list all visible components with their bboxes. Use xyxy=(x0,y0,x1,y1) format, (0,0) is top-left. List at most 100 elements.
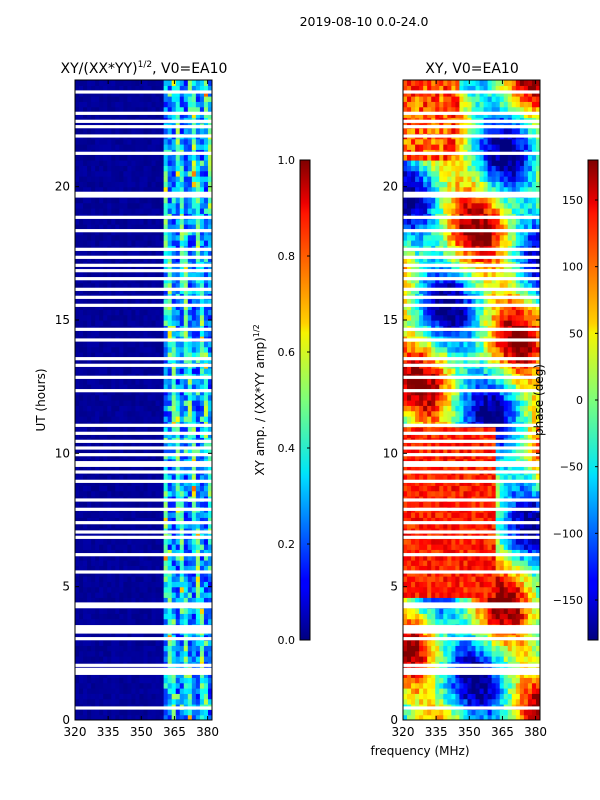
amp-cell xyxy=(99,277,104,284)
amp-cell xyxy=(207,186,212,193)
amp-cell xyxy=(175,112,181,118)
amp-cell xyxy=(119,384,124,390)
amp-cell xyxy=(171,608,177,614)
amp-cell xyxy=(123,160,128,166)
amp-cell xyxy=(147,570,153,577)
amp-cell xyxy=(111,576,116,582)
amp-cell xyxy=(183,592,189,598)
amp-cell xyxy=(111,181,116,188)
amp-cell xyxy=(95,693,100,700)
amp-cell xyxy=(99,474,104,481)
amp-cell xyxy=(119,650,124,657)
phase-cell xyxy=(451,645,456,652)
amp-cell xyxy=(147,240,153,246)
amp-cell xyxy=(107,714,112,720)
amp-cell xyxy=(167,453,173,460)
amp-cell xyxy=(159,389,165,396)
phase-cell xyxy=(415,645,420,652)
amp-cell xyxy=(115,645,120,652)
amp-cell xyxy=(203,501,209,508)
amp-cell xyxy=(103,304,108,310)
amp-cell xyxy=(107,106,112,113)
amp-cell xyxy=(131,368,137,374)
amp-cell xyxy=(179,101,185,108)
amp-cell xyxy=(167,549,173,556)
phase-cell xyxy=(447,677,452,684)
amp-cell xyxy=(107,709,112,716)
amp-cell xyxy=(107,672,112,678)
amp-cell xyxy=(171,138,177,145)
amp-cell xyxy=(203,277,209,284)
amp-cell xyxy=(131,330,137,337)
amp-cell xyxy=(143,282,149,289)
amp-cell xyxy=(135,282,141,289)
amp-cell xyxy=(147,522,153,529)
amp-cell xyxy=(95,672,100,678)
amp-x-tick-label: 320 xyxy=(64,725,87,739)
amp-cell xyxy=(131,650,137,657)
amp-cell xyxy=(163,224,169,230)
phase-cell xyxy=(419,640,424,646)
amp-cell xyxy=(187,101,193,108)
amp-cell xyxy=(75,453,80,460)
phase-cell xyxy=(511,640,517,646)
amp-cell xyxy=(95,432,100,438)
amp-cell xyxy=(131,240,137,246)
amp-cell xyxy=(171,378,177,385)
phase-cell xyxy=(519,698,525,705)
amp-cell xyxy=(187,256,193,262)
amp-cell xyxy=(123,229,128,236)
phase-cell xyxy=(407,714,412,720)
amp-cell xyxy=(99,85,104,92)
flagged-row xyxy=(75,461,212,465)
amp-cell xyxy=(159,432,165,438)
flagged-row xyxy=(75,119,212,123)
amp-cell xyxy=(159,464,165,470)
amp-cell xyxy=(191,416,197,422)
amp-cell xyxy=(115,80,120,86)
amp-cell xyxy=(91,613,96,620)
amp-cell xyxy=(175,522,181,529)
amp-cell xyxy=(79,90,84,97)
amp-cell xyxy=(127,714,133,720)
amp-cell xyxy=(183,501,189,508)
amp-cell xyxy=(159,176,165,182)
amp-cell xyxy=(115,138,120,145)
amp-cell xyxy=(99,298,104,305)
flagged-row xyxy=(75,670,212,674)
amp-cell xyxy=(207,698,212,705)
amp-cell xyxy=(79,160,84,166)
amp-cell xyxy=(207,656,212,662)
phase-cell xyxy=(403,597,408,604)
amp-cell xyxy=(163,480,169,486)
amp-cell xyxy=(143,176,149,182)
amp-cell xyxy=(203,645,209,652)
amp-cell xyxy=(75,416,80,422)
phase-cell xyxy=(439,698,444,705)
amp-cell xyxy=(139,256,145,262)
amp-cell xyxy=(103,138,108,145)
amp-cell xyxy=(135,165,141,172)
phase-cell xyxy=(535,698,540,705)
amp-cell xyxy=(151,160,157,166)
amp-cell xyxy=(103,426,108,433)
amp-cell xyxy=(167,197,173,204)
amp-cell xyxy=(179,682,185,689)
amp-cell xyxy=(95,490,100,497)
amp-cell xyxy=(159,693,165,700)
amp-cell xyxy=(75,490,80,497)
phase-cell xyxy=(423,645,428,652)
amp-cell xyxy=(135,368,141,374)
amp-cell xyxy=(95,80,100,86)
amp-cell xyxy=(119,474,124,481)
amp-cell xyxy=(115,677,120,684)
amp-cell xyxy=(95,208,100,214)
amp-cell xyxy=(167,320,173,326)
phase-cell xyxy=(427,672,432,678)
amp-cell xyxy=(175,405,181,412)
amp-cell xyxy=(131,320,137,326)
amp-cell xyxy=(183,394,189,401)
amp-cell xyxy=(79,485,84,492)
amp-cell xyxy=(203,341,209,348)
